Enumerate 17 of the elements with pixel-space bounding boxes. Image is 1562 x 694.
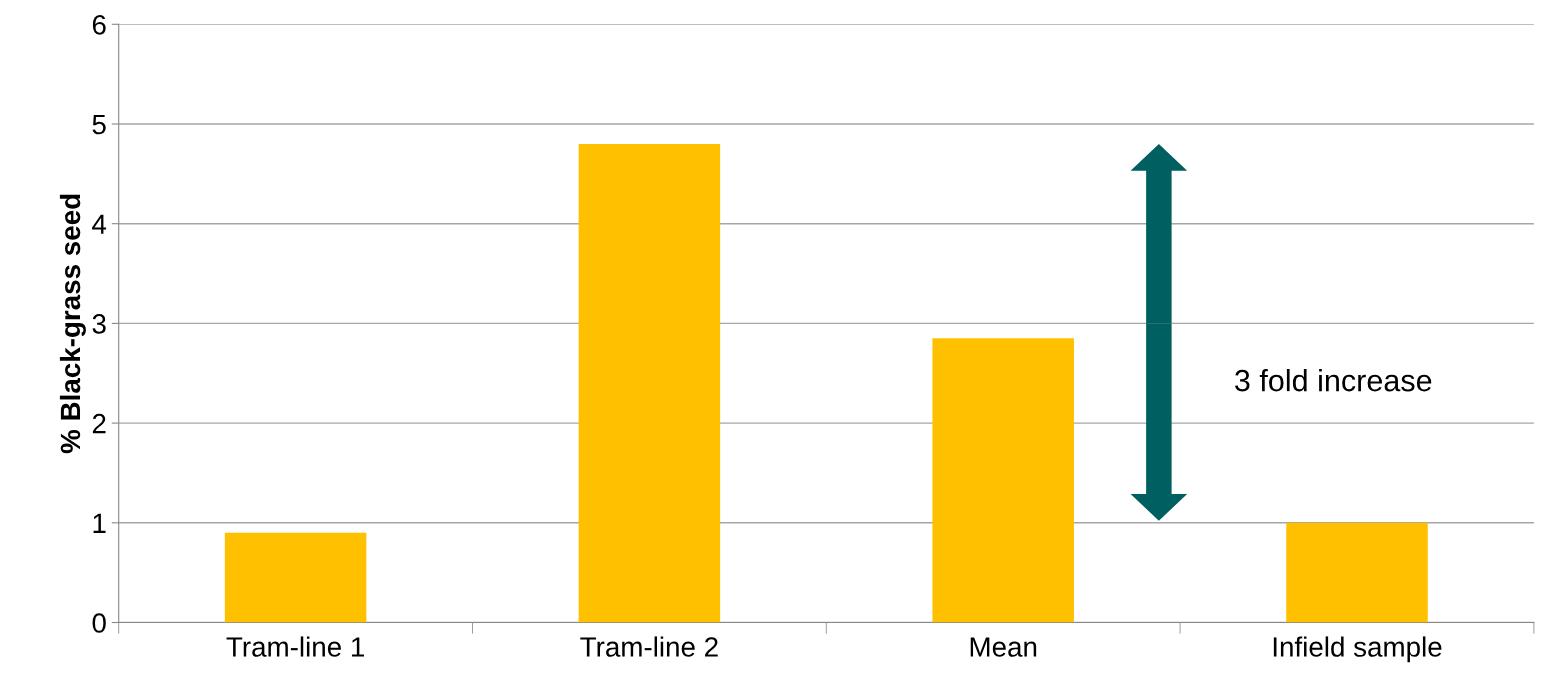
x-tick-label: Tram-line 2 (580, 636, 718, 657)
bar (932, 338, 1074, 623)
y-tick-label: 2 (92, 413, 106, 434)
bar (224, 532, 367, 623)
bar (578, 143, 721, 623)
y-tick-label: 3 (92, 314, 106, 334)
y-tick-label: 5 (92, 114, 106, 135)
y-tick-label: 1 (93, 513, 106, 533)
bar (1286, 522, 1428, 623)
y-axis-title: % Black-grass seed (59, 194, 86, 454)
y-tick-label: 4 (92, 214, 107, 234)
annotation: 3 fold increase (1235, 368, 1432, 392)
y-tick-label: 0 (92, 613, 106, 633)
x-tick-label: Mean (970, 637, 1037, 657)
x-tick-label: Tram-line 1 (226, 636, 364, 657)
x-tick-label: Infield sample (1273, 636, 1442, 663)
y-tick-label: 6 (92, 14, 106, 35)
